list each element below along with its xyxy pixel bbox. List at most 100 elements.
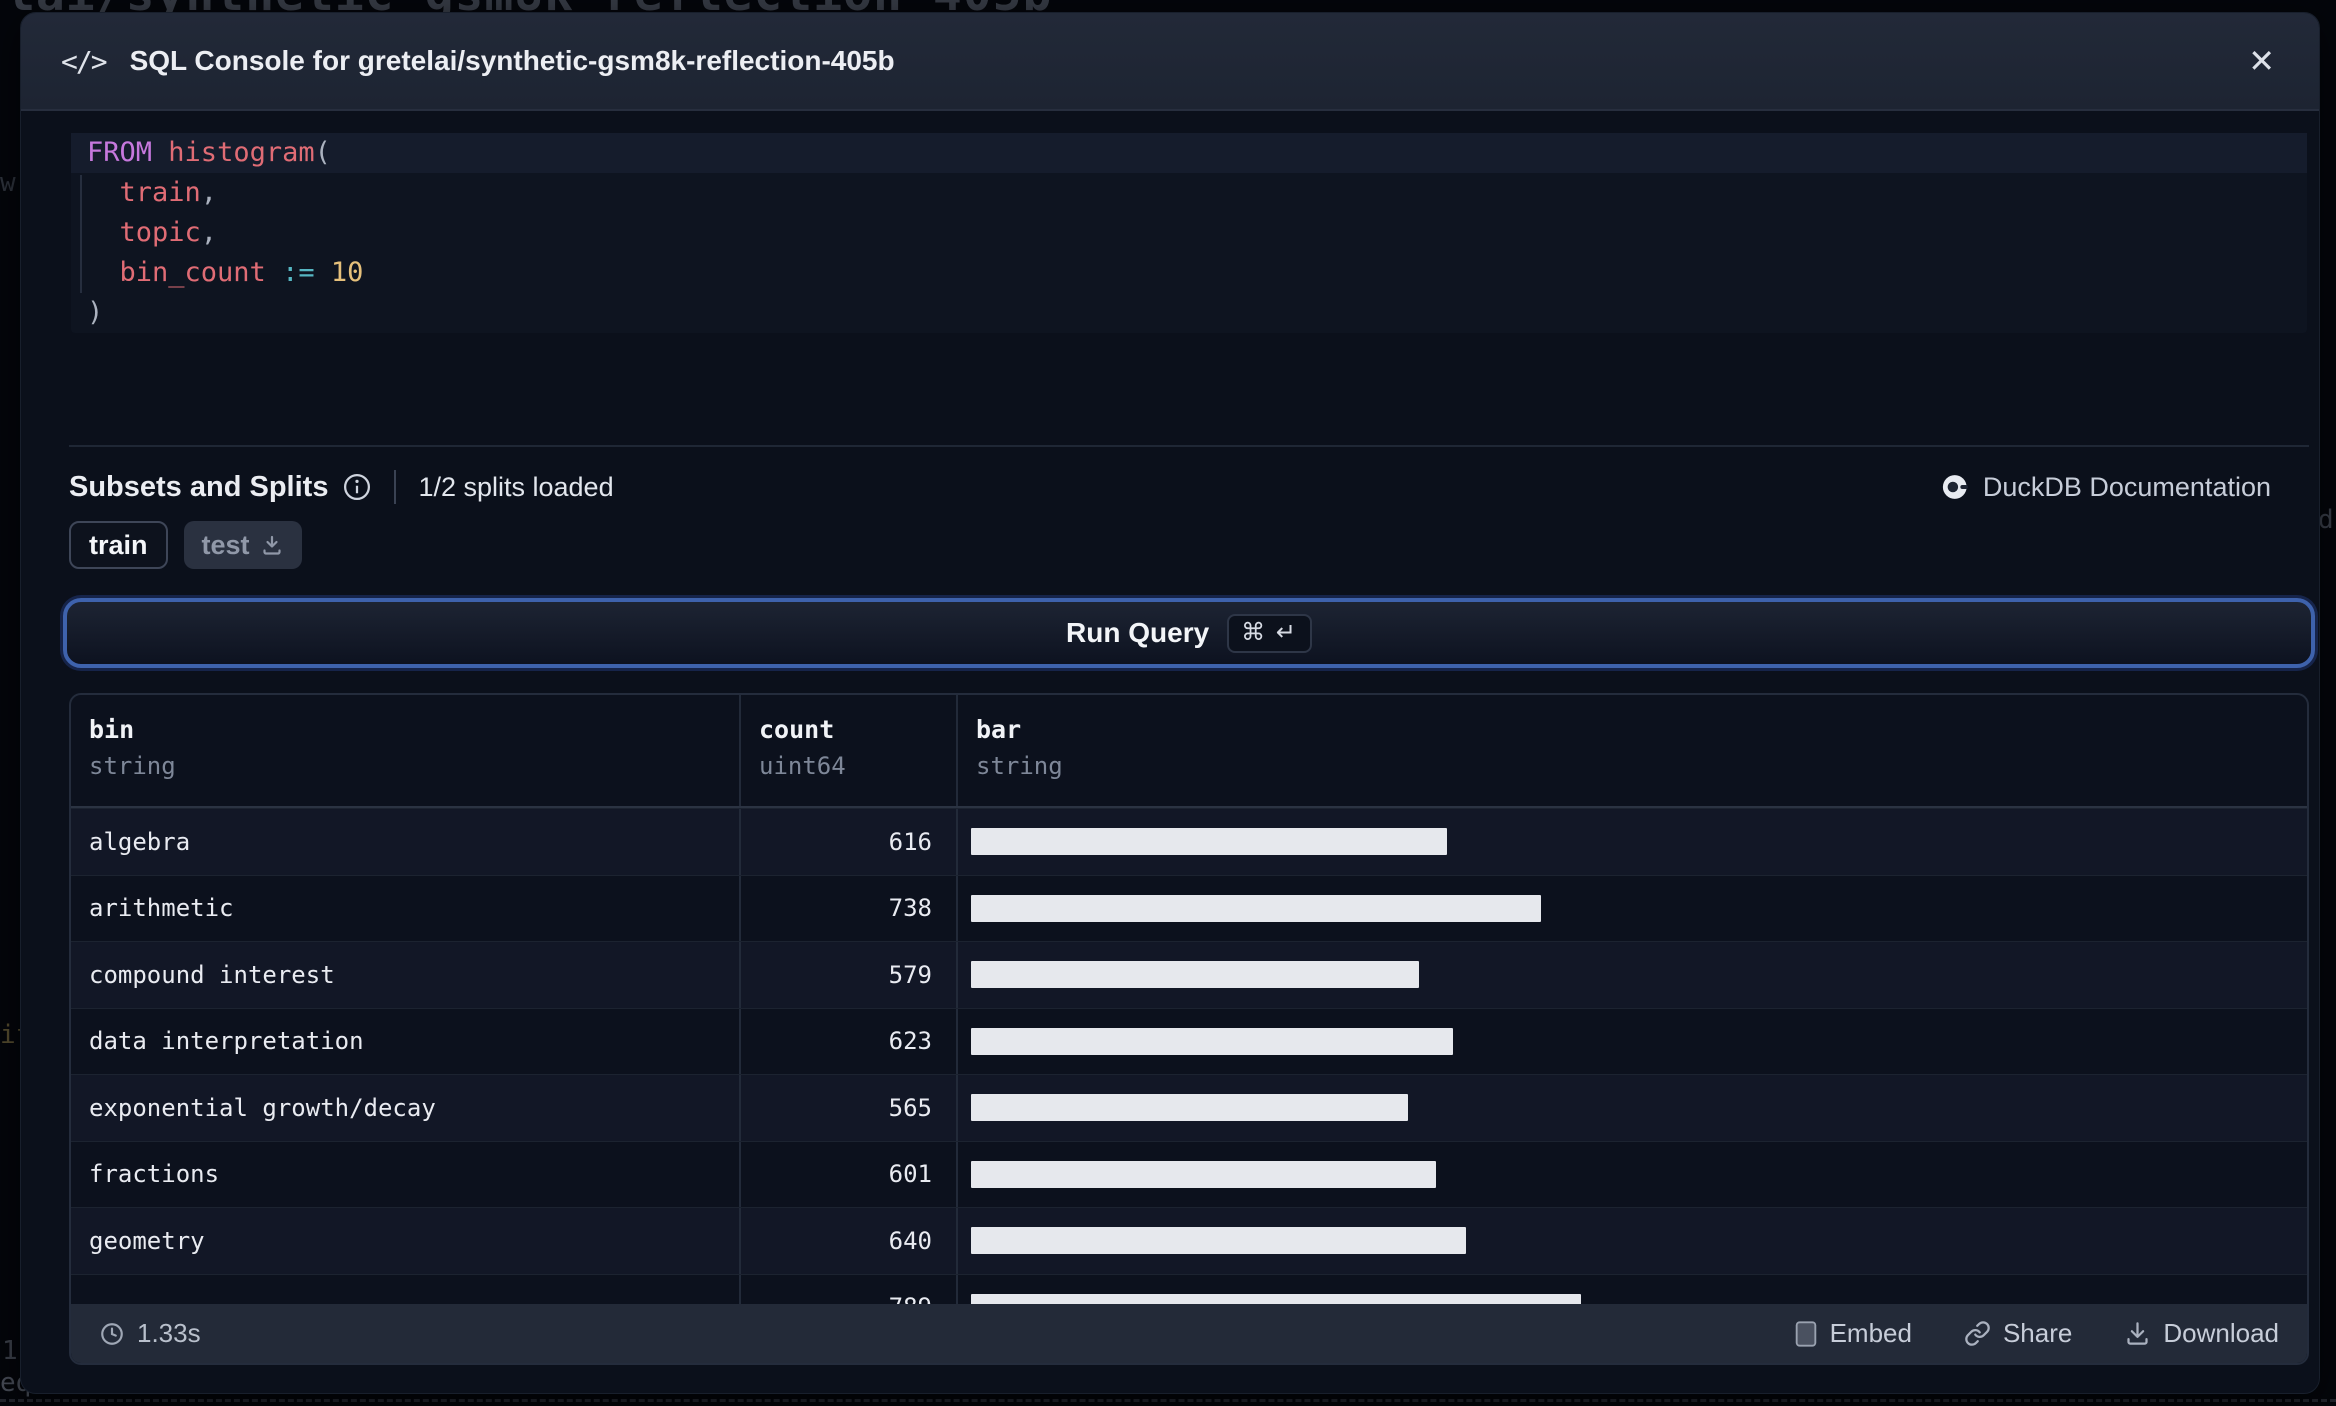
embed-button[interactable]: Embed <box>1794 1318 1912 1349</box>
code-icon: </> <box>61 44 108 78</box>
sql-editor[interactable]: FROM histogram( train, topic, bin_count … <box>71 133 2307 333</box>
code-line: train, <box>71 173 2307 213</box>
code-token: topic <box>119 217 201 248</box>
download-button[interactable]: Download <box>2124 1318 2279 1349</box>
cell-count: 601 <box>741 1141 958 1207</box>
code-token <box>152 137 168 168</box>
split-chip-test[interactable]: test <box>183 521 302 569</box>
column-name: bin <box>89 715 135 744</box>
column-header-count: count uint64 <box>741 695 958 806</box>
table-row: algebra 616 <box>71 808 2307 875</box>
run-query-label: Run Query <box>1066 617 1210 648</box>
code-line: topic, <box>71 213 2307 253</box>
subsets-title: Subsets and Splits <box>69 470 329 503</box>
cell-count: 738 <box>741 875 958 941</box>
table-row: arithmetic 738 <box>71 874 2307 942</box>
run-query-button[interactable]: Run Query ⌘ ↵ <box>63 598 2315 668</box>
code-token <box>315 257 331 288</box>
table-row: compound interest 579 <box>71 941 2307 1008</box>
clock-icon <box>101 1322 123 1345</box>
cell-bin: arithmetic <box>71 875 741 941</box>
code-token: 10 <box>330 257 364 288</box>
histogram-bar <box>971 1227 1466 1255</box>
code-line: bin_count := 10 <box>71 253 2307 293</box>
table-header: bin string count uint64 bar string <box>71 695 2307 808</box>
code-token: FROM <box>87 137 153 168</box>
code-token <box>87 217 120 248</box>
info-icon[interactable] <box>342 472 372 502</box>
indent-guide <box>80 175 82 293</box>
cell-count: 565 <box>741 1075 958 1141</box>
query-elapsed-time: 1.33s <box>99 1318 201 1349</box>
column-type: uint64 <box>759 752 846 780</box>
share-label: Share <box>2002 1318 2073 1348</box>
table-row: fractions 601 <box>71 1140 2307 1208</box>
column-name: count <box>759 715 835 744</box>
sql-console-modal: </> SQL Console for gretelai/synthetic-g… <box>20 12 2320 1394</box>
cell-bin: fractions <box>71 1141 741 1207</box>
modal-title: SQL Console for gretelai/synthetic-gsm8k… <box>129 45 895 76</box>
cell-bar <box>958 942 2307 1008</box>
duckdb-doc-label: DuckDB Documentation <box>1982 471 2271 502</box>
close-icon[interactable]: ✕ <box>2248 43 2275 79</box>
code-token: , <box>200 217 218 248</box>
footer-actions: Embed Share Download <box>1794 1318 2279 1349</box>
cell-bar <box>958 1075 2307 1141</box>
cell-bin: data interpretation <box>71 1008 741 1074</box>
duckdb-icon <box>1942 475 1968 499</box>
cell-bin: exponential growth/decay <box>71 1075 741 1141</box>
histogram-bar <box>971 1094 1408 1122</box>
code-token: := <box>282 257 315 288</box>
cell-bin: algebra <box>71 809 741 875</box>
code-token: ( <box>314 137 331 168</box>
column-type: string <box>89 752 176 780</box>
cell-count: 579 <box>741 942 958 1008</box>
share-button[interactable]: Share <box>1964 1318 2072 1349</box>
code-token <box>87 177 120 208</box>
code-token: histogram <box>168 137 315 168</box>
section-divider <box>69 445 2309 447</box>
modal-header: </> SQL Console for gretelai/synthetic-g… <box>21 13 2319 111</box>
code-token: , <box>200 177 218 208</box>
cell-bar <box>958 1142 2307 1208</box>
code-token <box>87 257 120 288</box>
background-page-title-fragment: lai/synthetic-gsm8k-reflection-405b <box>0 0 2336 13</box>
code-line: ) <box>71 293 2307 333</box>
splits-loaded-status: 1/2 splits loaded <box>418 471 614 502</box>
subsets-row: Subsets and Splits 1/2 splits loaded Duc… <box>69 461 2271 513</box>
cell-bar <box>958 809 2307 875</box>
download-icon <box>262 535 281 555</box>
split-chip-test-label: test <box>201 529 250 560</box>
column-header-bin: bin string <box>71 695 741 806</box>
cell-count: 623 <box>741 1008 958 1074</box>
table-row: data interpretation 623 <box>71 1007 2307 1075</box>
code-token: ) <box>87 297 104 328</box>
code-line: FROM histogram( <box>71 133 2307 173</box>
table-body: algebra 616 arithmetic 738 compound interest… <box>71 808 2307 1340</box>
table-row: exponential growth/decay 565 <box>71 1074 2307 1141</box>
cell-bar <box>958 1009 2307 1075</box>
cell-bar <box>958 1208 2307 1274</box>
sql-code: FROM histogram( train, topic, bin_count … <box>71 133 2307 333</box>
download-label: Download <box>2163 1318 2279 1348</box>
cell-bin: compound interest <box>71 942 741 1008</box>
histogram-bar <box>971 961 1419 989</box>
keyboard-shortcut-badge: ⌘ ↵ <box>1227 613 1312 653</box>
duckdb-documentation-link[interactable]: DuckDB Documentation <box>1941 472 2271 503</box>
code-token <box>266 257 282 288</box>
background-page-fragment: 1 <box>2 1336 18 1366</box>
split-chip-train[interactable]: train <box>69 521 168 569</box>
results-table: bin string count uint64 bar string algeb… <box>69 693 2309 1365</box>
vertical-divider <box>394 470 397 504</box>
background-dashed-line <box>0 1399 2336 1402</box>
cell-count: 640 <box>741 1208 958 1274</box>
histogram-bar <box>971 828 1447 856</box>
column-type: string <box>976 752 1063 780</box>
cell-bar <box>958 876 2307 942</box>
code-token: bin_count <box>119 257 266 288</box>
cell-count: 616 <box>741 809 958 875</box>
histogram-bar <box>971 894 1541 922</box>
histogram-bar <box>971 1160 1436 1188</box>
share-icon <box>1965 1321 1990 1346</box>
histogram-bar <box>971 1027 1453 1055</box>
